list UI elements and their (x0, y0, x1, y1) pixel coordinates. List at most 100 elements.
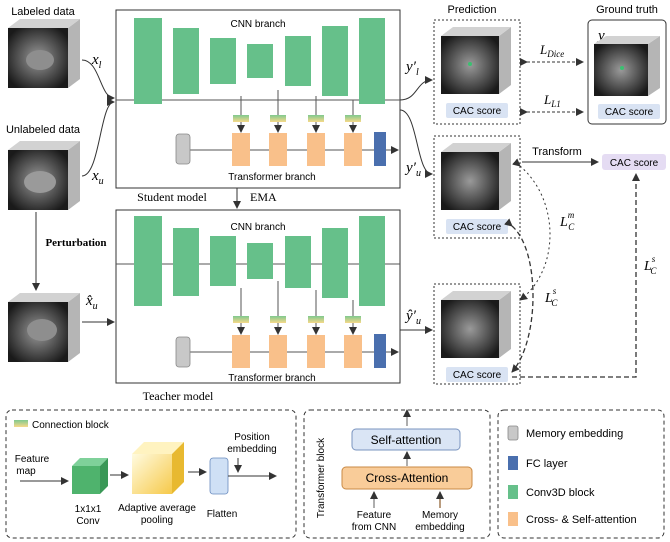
legend-panel (497, 409, 665, 539)
conv3d-block (173, 28, 199, 94)
legend-memory-swatch (507, 425, 519, 441)
position-embedding-label: Position embedding (227, 432, 276, 455)
legend-attention-label: Cross- & Self-attention (526, 514, 637, 526)
conv3d-block (359, 18, 385, 104)
student-transformer-label: Transformer branch (228, 172, 315, 183)
connection-block-swatch (14, 420, 28, 427)
cac-score-label: CAC score (453, 222, 502, 233)
connection-block (233, 115, 249, 122)
legend-fc-label: FC layer (526, 458, 568, 470)
unlabeled-ct-image (8, 141, 80, 210)
y-u-prime-label: y′u (404, 160, 421, 179)
prediction-labeled-image (441, 27, 511, 94)
student-conv-blocks (134, 18, 385, 104)
teacher-cnn-label: CNN branch (230, 222, 285, 233)
mask-consistency-arrow (512, 158, 551, 301)
connection-block-panel (5, 409, 297, 539)
attention-block (232, 133, 250, 166)
teacher-connection-blocks (233, 281, 361, 335)
teacher-model-box (115, 209, 401, 384)
student-model-box (115, 9, 401, 189)
cac-score-label: CAC score (453, 106, 502, 117)
conv3d-block (134, 216, 162, 306)
teacher-conv-blocks (134, 216, 385, 306)
conv-cube (72, 458, 108, 494)
ground-truth-title: Ground truth (596, 4, 658, 16)
unlabeled-input-arrow (81, 98, 115, 177)
conv3d-block (322, 228, 348, 298)
l1-loss-label: LL1 (543, 92, 561, 109)
connection-block (233, 316, 249, 323)
attention-block (344, 335, 362, 368)
flatten-block (209, 457, 229, 495)
pooling-cube (132, 442, 184, 494)
labeled-ct-image (8, 19, 80, 88)
student-transformer-branch (175, 132, 399, 166)
connection-block (308, 115, 324, 122)
prediction-teacher-box (433, 283, 521, 385)
student-connection-blocks (233, 90, 361, 133)
student-unlabeled-output-arrow (399, 109, 433, 178)
cac-score-badge (446, 219, 508, 234)
feature-from-cnn-label: Feature from CNN (352, 510, 396, 533)
legend-conv-swatch (508, 485, 518, 499)
dice-loss-label: LDice (539, 42, 564, 59)
conv3d-block (210, 236, 236, 286)
score-transform-consistency-arrow (512, 173, 640, 378)
connection-block (345, 115, 361, 122)
legend-memory-label: Memory embedding (526, 428, 623, 440)
feature-map-label: Feature map (15, 454, 50, 477)
x-u-label: xu (91, 168, 104, 187)
conv3d-block (247, 243, 273, 279)
conv3d-block (210, 38, 236, 84)
labeled-input-arrow (81, 59, 115, 102)
legend-fc-swatch (508, 456, 518, 470)
attention-block (307, 133, 325, 166)
conv3d-block (359, 216, 385, 306)
x-l-label: xl (91, 52, 102, 71)
mask-consistency-loss-label: Lm C (559, 210, 575, 232)
ground-truth-box (587, 19, 667, 125)
cac-score-label: CAC score (453, 370, 502, 381)
self-attention-label: Self-attention (371, 433, 442, 447)
cac-score-label: CAC score (610, 158, 659, 169)
attention-block (269, 335, 287, 368)
teacher-model-label: Teacher model (143, 389, 214, 403)
prediction-teacher-image (441, 291, 511, 358)
prediction-title: Prediction (448, 4, 497, 16)
attention-block (269, 133, 287, 166)
attention-block (344, 133, 362, 166)
attention-block (232, 335, 250, 368)
perturbation-label: Perturbation (45, 237, 106, 249)
student-labeled-output-arrow (399, 76, 433, 101)
conv3d-block (134, 18, 162, 104)
legend-conv-label: Conv3D block (526, 487, 595, 499)
student-cnn-label: CNN branch (230, 19, 285, 30)
connection-block (345, 316, 361, 323)
connection-block (270, 115, 286, 122)
connection-block-title: Connection block (32, 420, 110, 431)
attention-block (307, 335, 325, 368)
connection-block (308, 316, 324, 323)
pooling-label: Adaptive average pooling (118, 503, 196, 526)
transform-label: Transform (532, 146, 582, 158)
memory-embedding-block (175, 133, 191, 165)
teacher-transformer-label: Transformer branch (228, 373, 315, 384)
cac-score-badge (598, 104, 660, 119)
y-l-prime-label: y′l (404, 59, 419, 78)
perturbed-ct-image (8, 293, 80, 362)
prediction-labeled-box (433, 19, 521, 125)
cac-score-badge (446, 367, 508, 382)
connection-block (270, 316, 286, 323)
conv3d-block (322, 26, 348, 96)
score-consistency-loss-left-label: Ls C (544, 286, 558, 308)
memory-embedding-block (175, 336, 191, 368)
ground-truth-image (594, 36, 660, 96)
labeled-data-title: Labeled data (11, 6, 75, 18)
score-consistency-arrow (504, 218, 534, 373)
conv3d-block (247, 44, 273, 78)
legend-attention-swatch (508, 512, 518, 526)
fc-layer-block (374, 132, 386, 166)
xhat-u-label: x̂u (85, 293, 98, 312)
